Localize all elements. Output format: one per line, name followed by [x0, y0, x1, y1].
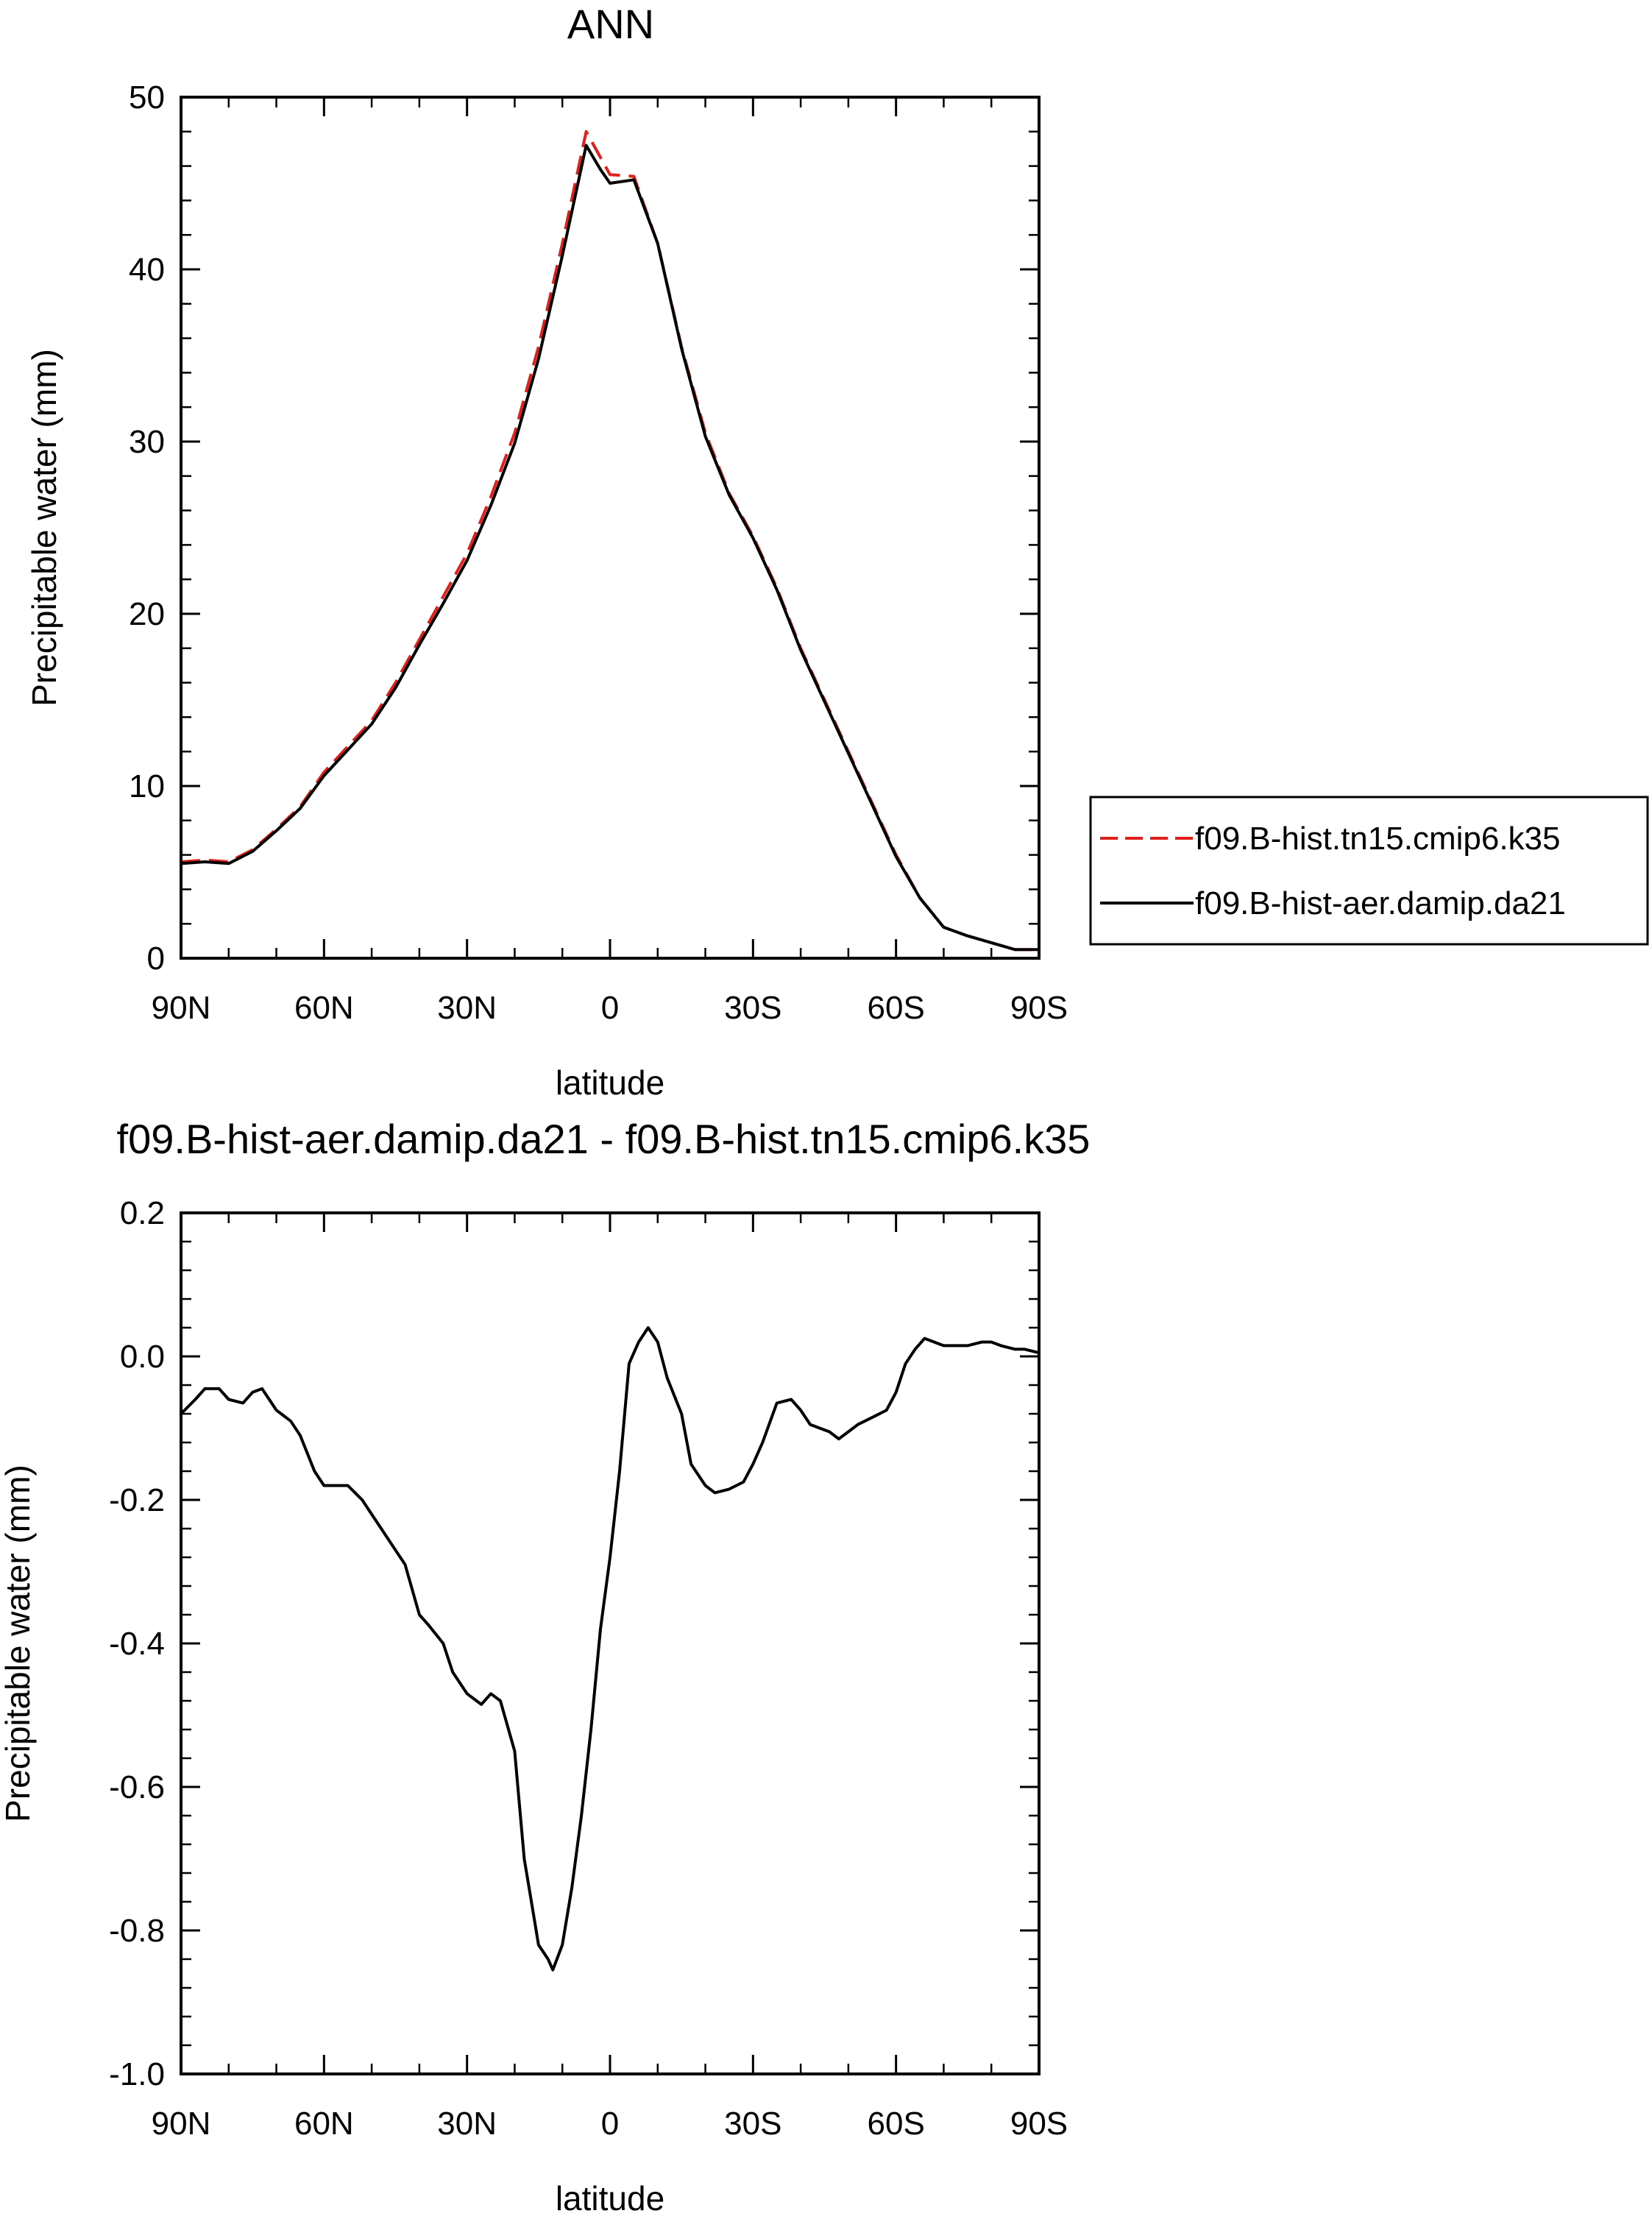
bottom-series-lines [180, 1326, 1041, 1972]
bottom-y-tick-label: 0.0 [120, 1339, 165, 1375]
bottom-x-tick-label: 30S [724, 2106, 781, 2142]
top-y-tick-label: 40 [129, 252, 165, 288]
top-tick-marks [180, 96, 1041, 960]
legend: f09.B-hist.tn15.cmip6.k35 f09.B-hist-aer… [1089, 796, 1649, 946]
top-x-axis-label: latitude [556, 1063, 664, 1102]
bottom-y-tick-label: -0.6 [109, 1769, 165, 1805]
bottom-chart-title: f09.B-hist-aer.damip.da21 - f09.B-hist.t… [117, 1116, 1091, 1162]
top-x-tick-labels: 90N 60N 30N 0 30S 60S 90S [152, 990, 1068, 1026]
bottom-x-tick-label: 90N [152, 2106, 211, 2142]
bottom-x-tick-label: 30N [437, 2106, 497, 2142]
top-chart-title: ANN [567, 1, 654, 47]
bottom-x-tick-label: 0 [601, 2106, 619, 2142]
top-x-tick-label: 90S [1010, 990, 1068, 1026]
top-y-tick-label: 30 [129, 424, 165, 460]
top-y-tick-labels: 0 10 20 30 40 50 [129, 79, 165, 977]
top-series-line-0 [180, 130, 1039, 952]
top-y-tick-label: 50 [129, 79, 165, 116]
bottom-y-tick-label: -0.8 [109, 1913, 165, 1949]
top-y-tick-label: 10 [129, 768, 165, 804]
bottom-y-tick-label: -1.0 [109, 2056, 165, 2092]
bottom-chart: f09.B-hist-aer.damip.da21 - f09.B-hist.t… [0, 1116, 1090, 2216]
top-x-tick-label: 90N [152, 990, 211, 1026]
top-series-lines [180, 130, 1041, 952]
top-x-tick-label: 60N [294, 990, 354, 1026]
bottom-x-axis-label: latitude [556, 2179, 664, 2216]
bottom-x-tick-label: 60N [294, 2106, 354, 2142]
top-y-tick-label: 0 [147, 941, 165, 977]
bottom-y-tick-labels: -1.0 -0.8 -0.6 -0.4 -0.2 0.0 0.2 [109, 1195, 165, 2092]
bottom-x-tick-labels: 90N 60N 30N 0 30S 60S 90S [152, 2106, 1068, 2142]
bottom-plot-frame [180, 1211, 1041, 2075]
bottom-y-tick-label: 0.2 [120, 1195, 165, 1231]
bottom-y-tick-label: -0.2 [109, 1482, 165, 1518]
top-x-tick-label: 30S [724, 990, 781, 1026]
top-x-tick-label: 0 [601, 990, 619, 1026]
legend-box [1089, 796, 1649, 946]
top-chart: ANN 0 10 20 30 40 50 90N 60N 30N 0 30S 60S 90S lati… [25, 1, 1649, 1102]
bottom-x-tick-label: 60S [868, 2106, 925, 2142]
bottom-tick-marks [180, 1211, 1041, 2075]
bottom-y-axis-label: Precipitable water (mm) [0, 1465, 37, 1822]
legend-label-hist: f09.B-hist.tn15.cmip6.k35 [1195, 821, 1560, 857]
top-y-tick-label: 20 [129, 596, 165, 632]
legend-label-hist-aer: f09.B-hist-aer.damip.da21 [1195, 885, 1566, 921]
top-y-axis-label: Precipitable water (mm) [25, 349, 63, 707]
bottom-series-line-0 [180, 1326, 1041, 1972]
top-x-tick-label: 60S [868, 990, 925, 1026]
bottom-x-tick-label: 90S [1010, 2106, 1068, 2142]
top-series-line-1 [180, 144, 1041, 952]
top-x-tick-label: 30N [437, 990, 497, 1026]
top-plot-frame [180, 96, 1041, 960]
bottom-y-tick-label: -0.4 [109, 1626, 165, 1662]
